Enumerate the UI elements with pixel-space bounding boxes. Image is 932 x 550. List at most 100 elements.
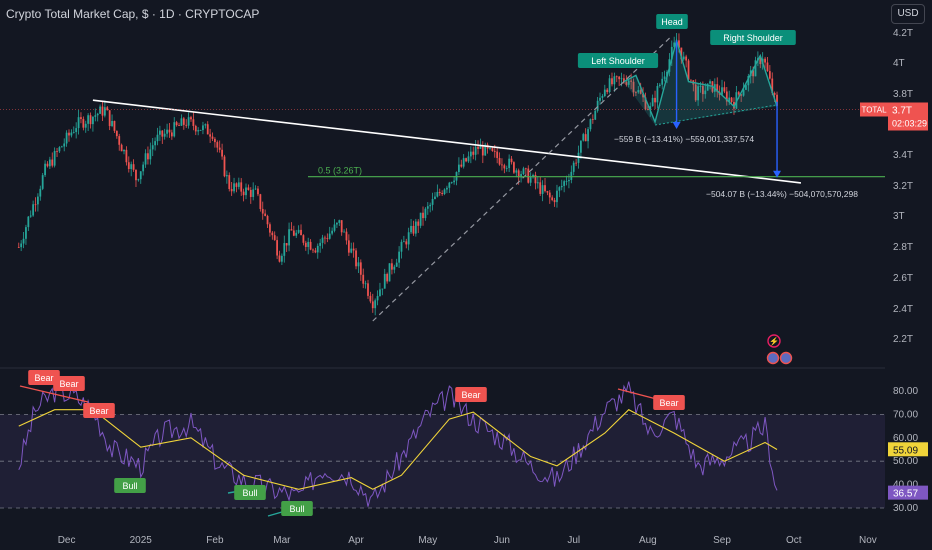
rsi-tick-label: 30.00 bbox=[893, 503, 918, 514]
rsi-signal-bear: Bear bbox=[659, 398, 678, 408]
candle-body bbox=[606, 89, 609, 93]
candle-body bbox=[357, 262, 360, 267]
candle-body bbox=[467, 156, 470, 162]
rsi-signal-bear-bg bbox=[28, 370, 60, 385]
candle-body bbox=[108, 110, 111, 127]
rsi-signal-bear: Bear bbox=[461, 390, 480, 400]
candle-body bbox=[737, 92, 740, 95]
candle-body bbox=[730, 97, 733, 102]
bear-divergence-line bbox=[19, 385, 89, 403]
candle-body bbox=[367, 283, 369, 296]
candle-body bbox=[546, 191, 549, 193]
candle-body bbox=[575, 162, 578, 164]
candle-body bbox=[216, 142, 219, 148]
candle-body bbox=[304, 242, 307, 247]
candle-body bbox=[716, 84, 719, 92]
candle-body bbox=[620, 78, 623, 80]
candle-body bbox=[266, 215, 269, 225]
candle-body bbox=[414, 221, 417, 234]
candle-body bbox=[218, 147, 221, 150]
annotation-layer: 0.5 (3.26T) −559 B (−13.41%) −559,001,337… bbox=[28, 14, 858, 516]
candle-body bbox=[426, 206, 429, 209]
y-tick-label: 2.4T bbox=[893, 304, 913, 315]
candle-body bbox=[343, 231, 345, 233]
candle-body bbox=[223, 156, 226, 177]
candle-body bbox=[544, 185, 546, 192]
candle-body bbox=[489, 148, 491, 149]
x-tick-label: Nov bbox=[859, 535, 877, 546]
candle-body bbox=[242, 191, 245, 196]
candle-body bbox=[656, 85, 659, 103]
lightning-icon bbox=[767, 334, 781, 348]
candle-body bbox=[235, 183, 238, 187]
currency-button[interactable]: USD bbox=[891, 4, 925, 24]
candle-body bbox=[771, 78, 774, 94]
candle-body bbox=[230, 189, 233, 192]
candles-layer bbox=[17, 32, 778, 316]
candle-body bbox=[630, 80, 633, 82]
candle-body bbox=[697, 86, 699, 101]
candle-body bbox=[391, 263, 393, 270]
rsi-signal-bull-bg bbox=[281, 501, 313, 516]
candle-body bbox=[264, 213, 267, 216]
candle-body bbox=[22, 238, 25, 244]
candle-body bbox=[594, 110, 597, 120]
candle-body bbox=[132, 164, 135, 170]
candle-body bbox=[364, 283, 367, 285]
candle-body bbox=[127, 162, 130, 170]
candle-body bbox=[491, 148, 494, 151]
flag-icon bbox=[766, 351, 780, 365]
candle-body bbox=[690, 79, 692, 81]
candle-body bbox=[316, 245, 319, 253]
candle-body bbox=[120, 144, 123, 152]
rsi-signal-bull: Bull bbox=[289, 504, 304, 514]
candle-body bbox=[527, 168, 530, 183]
candle-body bbox=[245, 187, 247, 196]
candle-body bbox=[338, 220, 341, 223]
candle-body bbox=[125, 149, 128, 163]
rsi-signal-bull-bg bbox=[114, 478, 146, 493]
candle-body bbox=[336, 222, 338, 225]
candle-body bbox=[694, 84, 697, 101]
candle-body bbox=[37, 196, 39, 205]
candle-body bbox=[331, 230, 334, 234]
candle-body bbox=[524, 168, 527, 170]
candle-body bbox=[369, 295, 372, 302]
candle-body bbox=[721, 87, 723, 95]
candle-body bbox=[290, 229, 293, 231]
drawings-layer bbox=[0, 35, 885, 322]
candle-body bbox=[161, 130, 164, 137]
dashed-channel-line bbox=[372, 35, 673, 322]
candle-body bbox=[340, 220, 343, 233]
candle-body bbox=[187, 117, 190, 126]
rsi-line bbox=[18, 380, 778, 507]
candle-body bbox=[615, 76, 618, 78]
candle-body bbox=[261, 208, 264, 214]
candle-body bbox=[20, 243, 23, 248]
candle-body bbox=[388, 263, 391, 282]
candle-body bbox=[362, 274, 365, 284]
candle-body bbox=[728, 97, 731, 102]
x-tick-label: 2025 bbox=[130, 535, 153, 546]
candle-body bbox=[496, 151, 499, 158]
candle-body bbox=[278, 255, 281, 262]
candle-body bbox=[625, 82, 628, 85]
candle-body bbox=[209, 134, 212, 137]
candle-body bbox=[701, 86, 704, 95]
candle-body bbox=[560, 185, 563, 188]
candle-body bbox=[347, 240, 350, 253]
candle-body bbox=[670, 46, 673, 60]
candle-body bbox=[163, 133, 166, 137]
fib-level-label: 0.5 (3.26T) bbox=[318, 166, 362, 176]
candle-body bbox=[460, 164, 463, 167]
candle-body bbox=[601, 96, 604, 98]
candle-body bbox=[144, 153, 147, 165]
candle-body bbox=[221, 149, 223, 157]
candle-body bbox=[582, 134, 585, 141]
candle-body bbox=[58, 147, 61, 152]
candle-body bbox=[579, 140, 582, 153]
candle-body bbox=[723, 87, 726, 92]
candle-body bbox=[402, 241, 405, 243]
y-tick-label: 2.2T bbox=[893, 334, 913, 345]
